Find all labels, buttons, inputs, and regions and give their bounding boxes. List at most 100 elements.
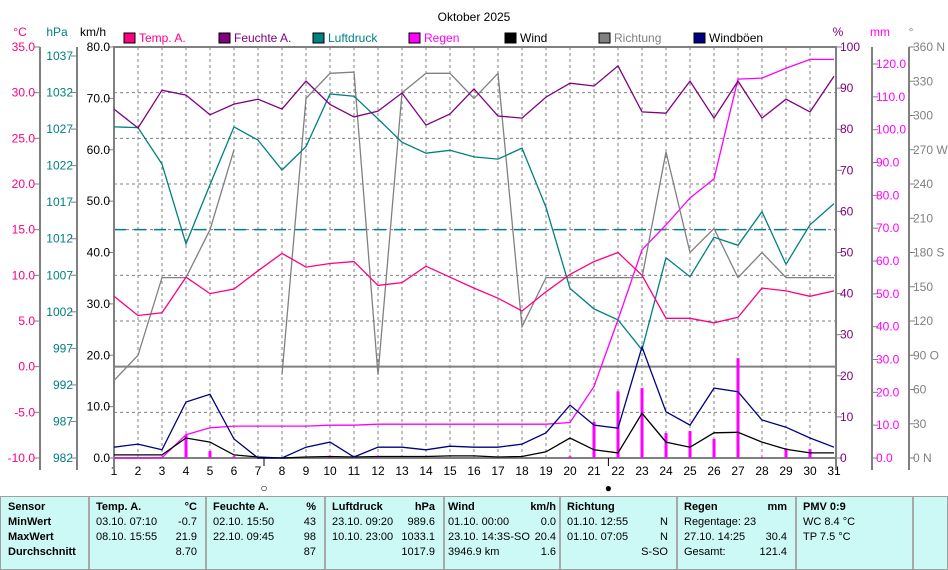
legend-label: Regen	[424, 31, 459, 45]
x-tick-label: 4	[183, 464, 190, 478]
table-cell-value: 8.70	[175, 546, 197, 558]
temp-tick-label: 30.0	[12, 86, 36, 100]
pressure-tick-label: 987	[53, 414, 73, 428]
pressure-tick-label: 1022	[46, 159, 73, 173]
rain-tick-label: 60.0	[876, 254, 900, 268]
table-column: Luftdruck hPa 23.10. 09:20 989.6 10.10. 23:0…	[326, 497, 445, 569]
rain-tick-label: 30.0	[876, 353, 900, 367]
series-line-richtung	[113, 149, 235, 381]
direction-tick-label: 150	[913, 280, 933, 294]
chart-title: Oktober 2025	[438, 10, 511, 24]
wind-tick-label: 10.0	[87, 400, 111, 414]
table-cell-value: 1017.9	[401, 546, 435, 558]
x-tick-label: 15	[443, 464, 457, 478]
statistics-table: Sensor MinWert MaxWert Durchschnitt Temp. A.…	[0, 496, 948, 570]
table-cell-value: 87	[303, 546, 316, 558]
pressure-tick-label: 1002	[46, 305, 73, 319]
x-tick-label: 21	[587, 464, 601, 478]
x-tick-label: 7	[255, 464, 262, 478]
table-column: Wind km/h 01.10. 00:00 0.0 23.10. 14:3S-SO 20…	[445, 497, 561, 569]
humidity-tick-label: 30	[840, 328, 854, 342]
table-cell-label: 03.10. 07:10	[96, 516, 158, 528]
direction-tick-label: 270 W	[913, 143, 948, 157]
rain-tick-label: 110.0	[876, 90, 905, 104]
rain-tick-label: 90.0	[876, 156, 900, 170]
direction-tick-label: 240	[913, 177, 933, 191]
table-cell-value: S-SO	[641, 546, 668, 558]
temp-axis-unit: °C	[13, 25, 27, 39]
legend-swatch	[123, 32, 136, 44]
humidity-tick-label: 20	[840, 369, 854, 383]
humidity-tick-label: 10	[840, 410, 854, 424]
column-unit: km/h	[530, 501, 556, 513]
rain-tick-label: 120.0	[876, 57, 906, 71]
table-cell-value: N	[660, 531, 668, 543]
temp-tick-label: 25.0	[12, 131, 36, 145]
direction-tick-label: 210	[913, 211, 933, 225]
rain-tick-label: 20.0	[876, 385, 900, 399]
table-cell-value: 20.4	[534, 531, 556, 543]
table-cell-label: 01.10. 12:55	[567, 516, 629, 528]
x-tick-label: 29	[779, 464, 793, 478]
series-line-richtung	[281, 71, 834, 375]
x-tick-label: 23	[635, 464, 649, 478]
x-tick-label: 6	[231, 464, 238, 478]
temp-tick-label: 35.0	[12, 40, 36, 54]
series-line-temp-a	[113, 251, 835, 324]
table-cell-label: 10.10. 23:00	[332, 531, 394, 543]
x-tick-label: 27	[731, 464, 745, 478]
legend-label: Temp. A.	[139, 31, 186, 45]
row-label: Sensor	[8, 501, 46, 513]
pressure-tick-label: 1007	[46, 268, 73, 282]
x-tick-label: 9	[303, 464, 310, 478]
wind-tick-label: 40.0	[87, 246, 111, 260]
temp-tick-label: 0.0	[18, 360, 35, 374]
table-column: Regen mm Regentage: 23 27.10. 14:25 30.4 Gesa…	[678, 497, 797, 569]
wind-tick-label: 20.0	[87, 348, 111, 362]
direction-tick-label: 60	[913, 383, 927, 397]
table-cell-value: 121.4	[759, 546, 787, 558]
direction-tick-label: 330	[913, 74, 933, 88]
pressure-axis-unit: hPa	[46, 25, 68, 39]
x-tick-label: 14	[419, 464, 433, 478]
temp-tick-label: 15.0	[12, 223, 36, 237]
table-column: PMV 0:9 WC 8.4 °C TP 7.5 °C	[797, 497, 914, 569]
humidity-tick-label: 40	[840, 287, 854, 301]
direction-tick-label: 300	[913, 109, 933, 123]
x-tick-label: 5	[207, 464, 214, 478]
x-tick-label: 19	[539, 464, 553, 478]
table-cell-label: 23.10. 09:20	[332, 516, 394, 528]
direction-axis-unit: °	[909, 25, 914, 39]
table-cell-value: 30.4	[765, 531, 787, 543]
column-unit: hPa	[414, 501, 435, 513]
x-tick-label: 10	[323, 464, 337, 478]
table-column-sensor: Sensor MinWert MaxWert Durchschnitt	[1, 497, 90, 569]
table-cell-value: 1033.1	[401, 531, 435, 543]
pressure-tick-label: 982	[53, 451, 73, 465]
rain-cumulative-line	[114, 58, 834, 459]
x-tick-label: 22	[611, 464, 625, 478]
direction-tick-label: 0 N	[913, 451, 932, 465]
humidity-tick-label: 100	[840, 40, 860, 54]
x-tick-label: 2	[135, 464, 142, 478]
pressure-tick-label: 1012	[46, 232, 73, 246]
series-line-feuchte-a	[113, 64, 835, 129]
x-tick-label: 17	[491, 464, 505, 478]
temp-tick-label: 20.0	[12, 177, 36, 191]
table-cell-value: 0.0	[540, 516, 556, 528]
weather-chart: Oktober 2025 Temp. A. Feuchte A. Luftdruck R…	[8, 10, 948, 495]
table-column: Feuchte A.% 02.10. 15:50 43 22.10. 09:45 98 8…	[207, 497, 326, 569]
x-tick-label: 11	[348, 464, 361, 478]
table-cell-label: 01.10. 00:00	[448, 516, 510, 528]
x-tick-label: 25	[683, 464, 697, 478]
table-cell-label: TP 7.5 °C	[803, 531, 851, 543]
humidity-tick-label: 70	[840, 163, 854, 177]
x-tick-label: 3	[159, 464, 166, 478]
pressure-tick-label: 1027	[46, 122, 73, 136]
rain-tick-label: 10.0	[876, 418, 900, 432]
row-label: MinWert	[8, 516, 52, 528]
direction-tick-label: 30	[913, 417, 927, 431]
table-cell-value: 21.9	[175, 531, 197, 543]
legend-label: Richtung	[614, 31, 661, 45]
